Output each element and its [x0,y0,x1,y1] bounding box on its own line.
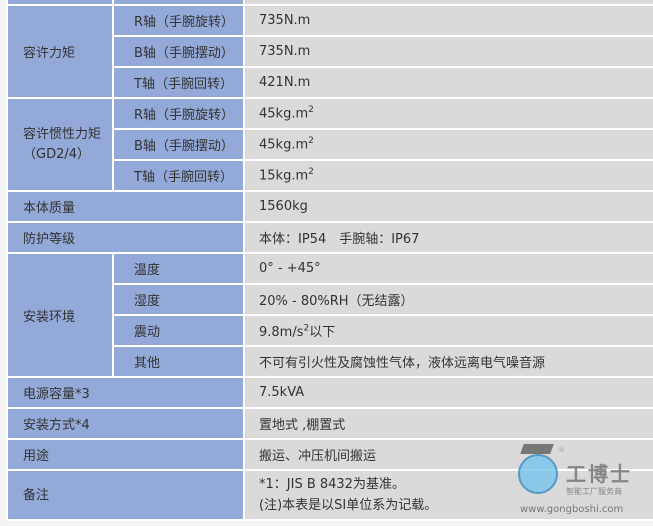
notes-cell: *1：JIS B 8432为基准。 (注)本表是以SI单位系为记载。 [245,471,653,519]
table-row: 防护等级 本体：IP54 手腕轴：IP67 [8,223,653,252]
table-row: 其他 不可有引火性及腐蚀性气体，液体远离电气噪音源 [8,347,653,376]
value-suffix: 以下 [309,325,336,340]
row-header: 安装环境 [8,254,112,376]
table-row: 安装方式*4 置地式 ,棚置式 [8,409,653,438]
value-text: 45kg.m [259,106,309,122]
value-cell: 不可有引火性及腐蚀性气体，液体远离电气噪音源 [245,347,653,376]
table-row: 震动 9.8m/s2以下 [8,316,653,345]
sub-header: T轴（手腕回转） [114,68,243,97]
spec-table: 容许力矩 R轴（手腕旋转） 735N.m B轴（手腕摆动） 735N.m T轴（… [6,0,653,521]
value-cell: 7.5kVA [245,378,653,407]
value-text: 15kg.m [259,168,309,184]
registered-mark: ® [558,446,565,454]
sub-header: R轴（手腕旋转） [114,6,243,35]
value-cell: 置地式 ,棚置式 [245,409,653,438]
note-line: *1：JIS B 8432为基准。 [259,477,405,492]
graduation-cap-icon [520,444,554,454]
superscript: 2 [303,323,310,334]
value-cell: 45kg.m2 [245,99,653,128]
watermark-brand: 工博士 [566,462,632,486]
superscript: 2 [308,136,314,147]
value-cell: 20% - 80%RH（无结露） [245,285,653,314]
row-header: 安装方式*4 [8,409,243,438]
value-text: 9.8m/s [259,325,304,340]
sub-header: B轴（手腕摆动） [114,130,243,159]
note-line: (注)本表是以SI单位系为记载。 [259,498,438,513]
table-row: 电源容量*3 7.5kVA [8,378,653,407]
value-cell: 1560kg [245,192,653,221]
mascot-face-icon [518,454,558,494]
value-cell: 本体：IP54 手腕轴：IP67 [245,223,653,252]
value-cell: 搬运、冲压机间搬运 [245,440,653,469]
table-row [8,0,653,4]
row-header: 备注 [8,471,243,519]
table-row: 本体质量 1560kg [8,192,653,221]
sub-header: R轴（手腕旋转） [114,99,243,128]
value-cell: 421N.m [245,68,653,97]
row-header: 本体质量 [8,192,243,221]
table-row: T轴（手腕回转） 15kg.m2 [8,161,653,190]
watermark-subtitle: 智能工厂服务商 [566,487,622,496]
table-row: 用途 搬运、冲压机间搬运 [8,440,653,469]
row-header: 防护等级 [8,223,243,252]
table-row: 备注 *1：JIS B 8432为基准。 (注)本表是以SI单位系为记载。 [8,471,653,519]
watermark-url: www.gongboshi.com [520,504,624,515]
sub-header: 湿度 [114,285,243,314]
sub-header: 震动 [114,316,243,345]
value-cell: 9.8m/s2以下 [245,316,653,345]
value-text: 45kg.m [259,137,309,153]
sub-header: T轴（手腕回转） [114,161,243,190]
sub-header: 温度 [114,254,243,283]
row-header: 容许惯性力矩 （GD2/4） [8,99,112,190]
row-header-line2: （GD2/4） [23,146,91,162]
table-row: 容许惯性力矩 （GD2/4） R轴（手腕旋转） 45kg.m2 [8,99,653,190]
table-row: 容许力矩 R轴（手腕旋转） 735N.m [8,6,653,97]
table-row: 安装环境 温度 0° - +45° [8,254,653,376]
row-header: 用途 [8,440,243,469]
table-row: T轴（手腕回转） 421N.m [8,68,653,97]
watermark-logo: ® 工博士 智能工厂服务商 www.gongboshi.com [510,444,650,524]
row-header: 容许力矩 [8,6,112,97]
value-cell: 735N.m [245,6,653,35]
value-cell: 0° - +45° [245,254,653,283]
table-row: B轴（手腕摆动） 735N.m [8,37,653,66]
sub-header: B轴（手腕摆动） [114,37,243,66]
value-cell: 735N.m [245,37,653,66]
row-header-line1: 容许惯性力矩 [23,126,102,142]
superscript: 2 [308,167,314,178]
table-row: 湿度 20% - 80%RH（无结露） [8,285,653,314]
value-cell: 15kg.m2 [245,161,653,190]
row-header: 电源容量*3 [8,378,243,407]
value-cell: 45kg.m2 [245,130,653,159]
sub-header: 其他 [114,347,243,376]
table-row: B轴（手腕摆动） 45kg.m2 [8,130,653,159]
superscript: 2 [308,105,314,116]
